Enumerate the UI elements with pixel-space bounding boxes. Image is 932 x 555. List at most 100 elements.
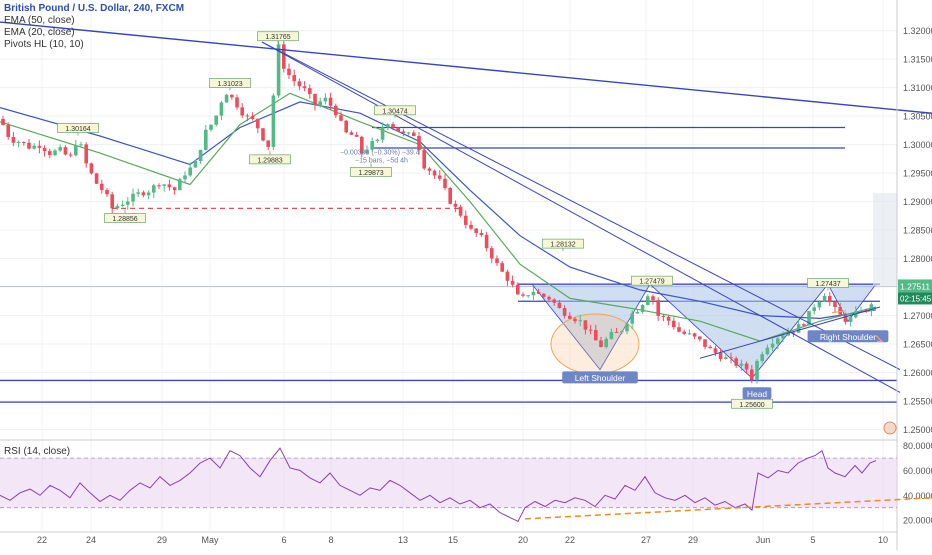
candle-body: [526, 295, 530, 297]
rsi-tick-label: 80.0000: [903, 441, 932, 451]
candle-body: [349, 132, 354, 135]
candle-body: [651, 296, 655, 301]
candle-body: [250, 115, 255, 119]
pivot-box: [350, 167, 392, 177]
time-tick-label: 22: [37, 535, 47, 545]
candle-body: [401, 131, 406, 134]
candle-body: [100, 183, 104, 190]
candle-body: [713, 348, 718, 353]
price-grid: [0, 0, 897, 530]
candle-body: [256, 118, 260, 129]
candle-body: [198, 149, 203, 162]
candle-body: [760, 354, 764, 361]
pivot-box: [374, 105, 416, 116]
legend-ema50[interactable]: EMA (50, close): [4, 15, 75, 26]
candle-body: [162, 184, 166, 186]
price-tick-label: 1.30000: [903, 140, 932, 150]
alert-icon: [883, 421, 897, 435]
time-tick-label: 29: [688, 535, 698, 545]
candle-body: [172, 187, 177, 191]
candle-body: [79, 144, 83, 146]
trend-lines: [0, 21, 932, 393]
rsi-label[interactable]: RSI (14, close): [4, 446, 71, 457]
candle-body: [734, 358, 738, 366]
pivot-label: 1.30474: [382, 108, 407, 115]
candle-body: [614, 331, 619, 333]
price-tick-label: 1.26000: [903, 368, 932, 378]
countdown-badge-bg: [898, 292, 932, 305]
candle-body: [765, 347, 770, 355]
candle-body: [479, 232, 484, 235]
candle-body: [859, 310, 863, 312]
candle-body: [105, 189, 109, 195]
candle-body: [812, 307, 816, 311]
candle-body: [448, 188, 452, 204]
candle-body: [313, 93, 317, 106]
time-tick-label: May: [201, 535, 219, 545]
rsi-line: [0, 447, 877, 522]
time-tick-label: 10: [878, 535, 888, 545]
pivot-label: 1.28132: [550, 242, 575, 249]
candle-body: [271, 95, 276, 147]
time-tick-label: 29: [157, 535, 167, 545]
candle-body: [1, 118, 5, 125]
candle-body: [74, 145, 78, 156]
candle-body: [791, 332, 796, 334]
pivot-label: 1.29873: [358, 170, 383, 177]
pattern-label-bg: [807, 330, 889, 343]
candle-body: [16, 141, 21, 143]
candle-body: [297, 81, 302, 87]
candle-body: [594, 330, 598, 341]
candle-body: [370, 141, 374, 150]
pivot-box: [257, 31, 299, 42]
candle-body: [146, 192, 151, 196]
candle-body: [635, 311, 640, 314]
legend-ema20[interactable]: EMA (20, close): [4, 27, 75, 38]
candle-body: [188, 167, 192, 176]
pivot-box: [631, 275, 673, 286]
candle-body: [219, 102, 224, 116]
candle-body: [396, 127, 400, 132]
candle-body: [110, 194, 114, 209]
pivot-box: [542, 238, 584, 249]
candle-body: [339, 115, 343, 121]
candle-body: [406, 132, 411, 134]
target-projection-box: [873, 193, 897, 287]
price-tick-label: 1.32000: [903, 26, 932, 36]
candle-body: [328, 97, 333, 106]
candle-body: [224, 94, 229, 103]
candles: [1, 39, 874, 384]
price-tick-label: 1.31000: [903, 83, 932, 93]
price-badge-text: 1.27511: [900, 281, 930, 291]
candle-body: [646, 296, 650, 305]
candle-body: [204, 129, 208, 150]
candle-body: [11, 137, 16, 143]
candle-body: [500, 263, 504, 272]
head-area: [648, 283, 829, 379]
legend-pivots[interactable]: Pivots HL (10, 10): [4, 39, 84, 50]
pattern-label-bg: [562, 371, 638, 384]
price-tick-label: 1.27000: [903, 311, 932, 321]
time-tick-label: 15: [448, 535, 458, 545]
price-tick-label: 1.28500: [903, 226, 932, 236]
candle-body: [484, 234, 489, 249]
candle-body: [53, 150, 57, 156]
candle-body: [427, 168, 432, 171]
candle-body: [750, 369, 754, 381]
candle-body: [568, 315, 572, 319]
candle-body: [656, 300, 660, 316]
candle-body: [375, 139, 380, 142]
candle-body: [495, 258, 499, 264]
candle-body: [718, 352, 723, 360]
pivot-label: 1.29883: [257, 157, 282, 164]
candle-body: [464, 215, 468, 225]
trend-line: [699, 306, 881, 359]
candle-body: [625, 323, 629, 332]
candle-body: [443, 178, 447, 189]
candle-body: [6, 124, 10, 138]
candle-body: [510, 280, 515, 285]
time-tick-label: 6: [281, 535, 286, 545]
candle-body: [157, 185, 161, 187]
pivot-label: 1.27479: [639, 279, 664, 286]
candle-body: [729, 357, 733, 359]
